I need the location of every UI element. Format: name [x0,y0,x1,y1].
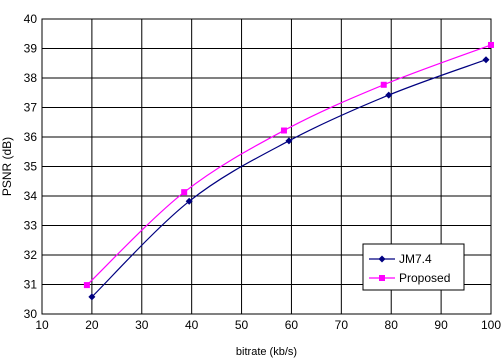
axes: 30 31 32 33 34 35 36 37 38 39 40 10 20 30 40 50 60 70 80 90… [0,12,501,358]
x-tick-label: 70 [335,318,349,332]
legend-marker-jm7-4 [378,255,386,263]
data-point-proposed [83,282,90,289]
y-tick-label: 38 [24,71,38,85]
x-tick-label: 100 [481,318,501,332]
x-tick-label: 30 [135,318,149,332]
data-point-jm7-4 [385,91,393,99]
x-tick-label: 60 [285,318,299,332]
data-point-jm7-4 [185,197,193,205]
data-point-proposed [488,41,494,48]
data-point-jm7-4 [482,56,490,64]
legend-item-jm7-4: JM7.4 [369,252,432,266]
y-tick-label: 32 [24,248,38,262]
legend-marker-proposed [379,275,385,281]
y-tick-label: 37 [24,101,38,115]
data-point-jm7-4 [285,137,293,145]
legend-label-jm7-4: JM7.4 [399,252,432,266]
x-tick-label: 10 [35,318,49,332]
legend-box [362,243,465,291]
y-tick-label: 40 [24,12,38,26]
x-tick-label: 40 [185,318,199,332]
y-axis-title: PSNR (dB) [0,137,14,196]
legend-label-proposed: Proposed [399,271,450,285]
data-point-proposed [280,127,287,134]
x-tick-label: 90 [434,318,448,332]
legend-item-proposed: Proposed [369,271,450,285]
x-tick-label: 50 [235,318,249,332]
plot-area-border [41,18,492,315]
series-layer [83,41,494,301]
y-tick-label: 30 [24,307,38,321]
y-tick-label: 35 [24,160,38,174]
data-point-jm7-4 [88,293,96,301]
data-point-proposed [380,81,387,88]
y-tick-label: 31 [24,278,38,292]
x-tick-label: 80 [385,318,399,332]
y-tick-label: 39 [24,42,38,56]
x-axis-title: bitrate (kb/s) [236,346,297,358]
y-tick-label: 36 [24,130,38,144]
legend: JM7.4 Proposed [362,243,465,291]
y-tick-label: 34 [24,189,38,203]
data-point-proposed [181,189,188,196]
y-tick-label: 33 [24,219,38,233]
x-tick-label: 20 [85,318,99,332]
